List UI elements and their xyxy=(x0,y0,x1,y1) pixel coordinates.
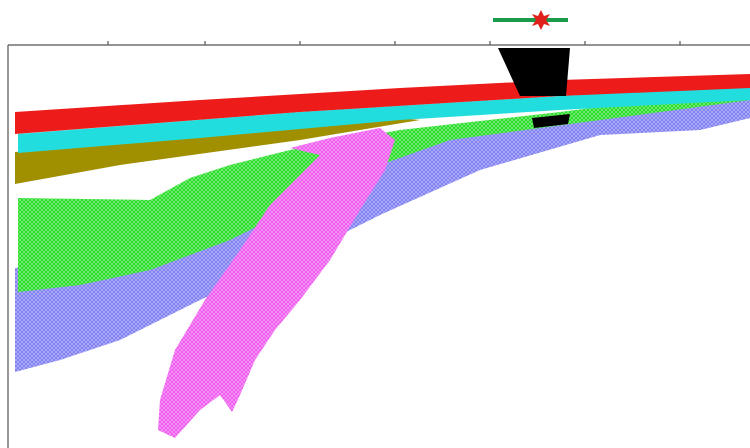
olive-layer xyxy=(15,118,420,184)
marker-star xyxy=(532,10,550,30)
cyan-layer xyxy=(18,86,750,153)
black-wedge xyxy=(498,48,570,96)
frame xyxy=(7,41,750,448)
green-mesh xyxy=(18,88,750,292)
blue-mesh xyxy=(15,92,750,372)
black-lens xyxy=(532,114,570,128)
magenta-mesh xyxy=(158,128,395,438)
